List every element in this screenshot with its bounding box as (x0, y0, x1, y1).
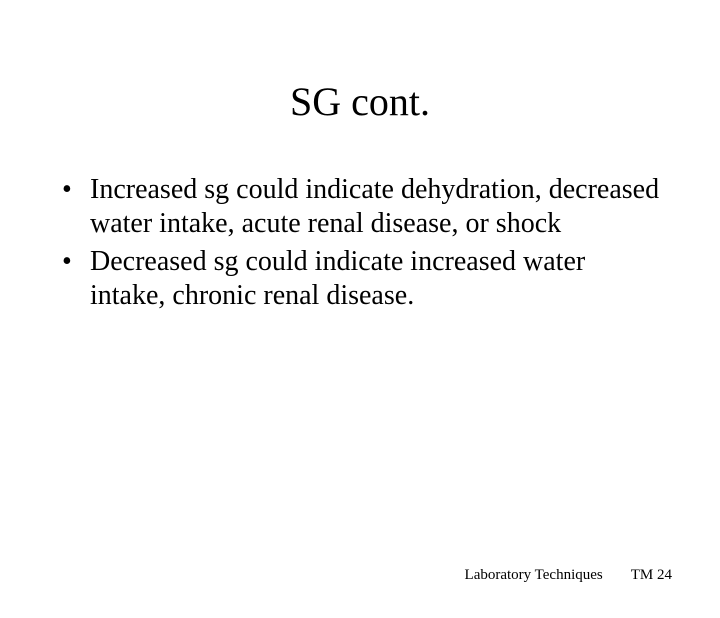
slide-footer: Laboratory Techniques TM 24 (465, 567, 672, 584)
bullet-item: Increased sg could indicate dehydration,… (62, 173, 660, 241)
bullet-list: Increased sg could indicate dehydration,… (62, 173, 660, 314)
slide-title: SG cont. (0, 78, 720, 125)
slide-container: SG cont. Increased sg could indicate deh… (0, 78, 720, 618)
footer-right: TM 24 (631, 567, 672, 584)
bullet-item: Decreased sg could indicate increased wa… (62, 245, 660, 313)
footer-left: Laboratory Techniques (465, 567, 603, 584)
